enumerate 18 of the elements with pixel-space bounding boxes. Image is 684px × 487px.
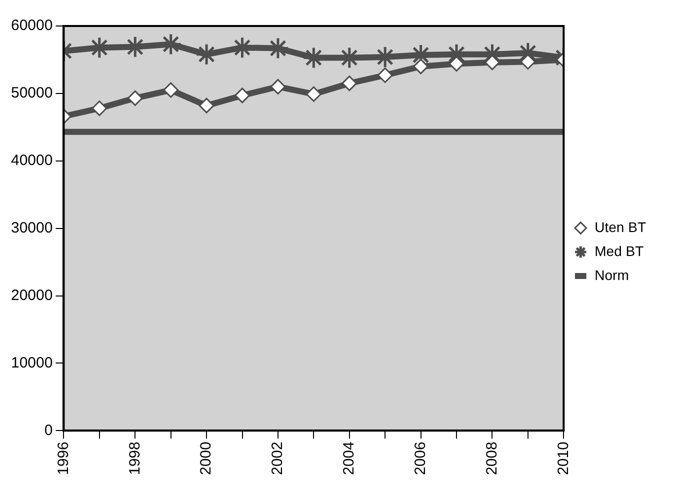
y-tick-label: 10000	[10, 354, 53, 372]
y-tick-label: 0	[44, 422, 53, 439]
legend-label: Med BT	[594, 242, 644, 259]
x-tick-label: 2006	[412, 442, 429, 476]
y-tick-label: 40000	[10, 152, 53, 170]
x-tick-label: 2010	[554, 442, 572, 476]
legend-label: Norm	[594, 266, 629, 283]
y-tick-label: 60000	[10, 17, 53, 34]
x-tick-label: 1996	[54, 442, 72, 476]
y-tick-label: 50000	[10, 84, 53, 102]
x-tick-label: 2002	[269, 442, 286, 476]
x-tick-label: 1998	[126, 442, 144, 476]
y-tick-label: 30000	[10, 219, 53, 236]
legend-label: Uten BT	[594, 218, 646, 235]
x-tick-label: 2000	[198, 442, 215, 476]
x-tick-label: 2004	[340, 442, 358, 476]
x-tick-label: 2008	[483, 442, 500, 476]
y-tick-label: 20000	[10, 286, 53, 304]
